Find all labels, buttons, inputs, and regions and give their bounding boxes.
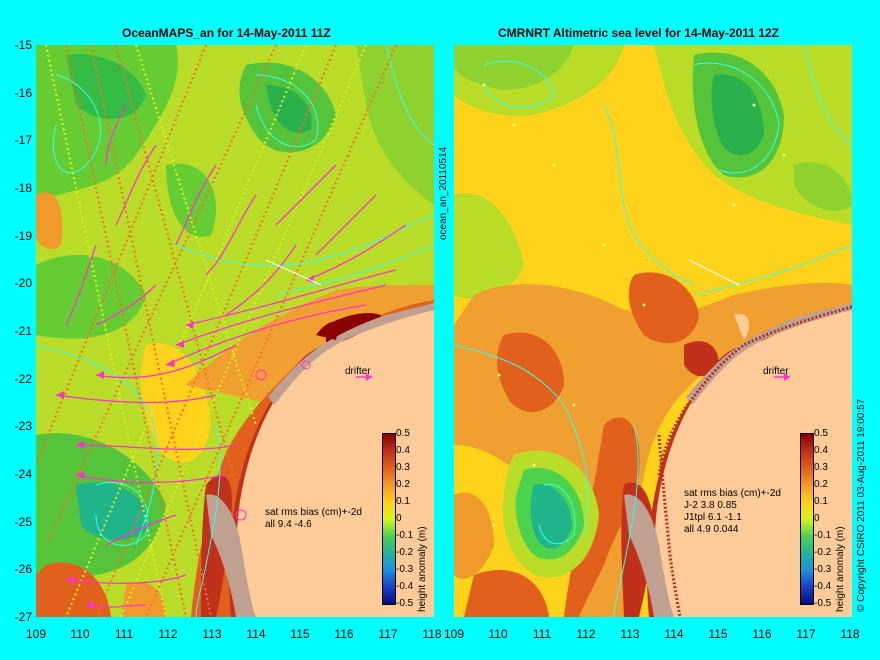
x-tick-label: 117 bbox=[378, 627, 398, 641]
left-stats-line1: sat rms bias (cm)+-2d bbox=[265, 507, 362, 518]
y-tick-label: -23 bbox=[14, 419, 32, 433]
x-tick-label: 113 bbox=[202, 627, 222, 641]
colorbar-tick: 0.5 bbox=[396, 428, 410, 439]
copyright-label: © Copyright CSIRO 2011 03-Aug-2011 19:00… bbox=[856, 398, 867, 612]
x-tick-label: 109 bbox=[443, 627, 465, 641]
y-tick-label: -16 bbox=[14, 86, 32, 100]
x-tick-label: 115 bbox=[290, 627, 310, 641]
x-tick-label: 118 bbox=[840, 627, 860, 641]
colorbar-tick: 0.4 bbox=[396, 445, 410, 456]
colorbar-tick: 0.2 bbox=[814, 479, 828, 490]
right-stats-line3: J1tpl 6.1 -1.1 bbox=[684, 512, 742, 523]
colorbar-tick: 0.1 bbox=[814, 496, 828, 507]
colorbar-tick: 0.2 bbox=[396, 479, 410, 490]
colorbar-tick: -0.2 bbox=[396, 547, 414, 558]
x-tick-label: 110 bbox=[488, 627, 508, 641]
x-tick-label: 116 bbox=[752, 627, 772, 641]
x-tick-label: 109 bbox=[25, 627, 47, 641]
right-panel-title: CMRNRT Altimetric sea level for 14-May-2… bbox=[498, 26, 779, 40]
y-tick-label: -21 bbox=[14, 324, 32, 338]
y-tick-label: -27 bbox=[14, 610, 32, 624]
x-tick-label: 112 bbox=[576, 627, 596, 641]
right-stats-line1: sat rms bias (cm)+-2d bbox=[684, 488, 781, 499]
colorbar-tick: 0 bbox=[814, 513, 820, 524]
colorbar-tick: 0.1 bbox=[396, 496, 410, 507]
y-tick-label: -18 bbox=[14, 181, 32, 195]
x-tick-label: 117 bbox=[796, 627, 816, 641]
right-map-svg bbox=[454, 45, 852, 617]
y-tick-label: -20 bbox=[14, 276, 32, 290]
colorbar-tick: 0.3 bbox=[814, 462, 828, 473]
left-map-svg bbox=[36, 45, 434, 617]
x-tick-label: 112 bbox=[158, 627, 178, 641]
colorbar-tick: -0.3 bbox=[396, 564, 414, 575]
y-tick-label: -24 bbox=[14, 467, 32, 481]
x-tick-label: 115 bbox=[708, 627, 728, 641]
y-tick-label: -22 bbox=[14, 372, 32, 386]
left-colorbar-label: height anomaly (m) bbox=[417, 526, 428, 612]
left-map-panel bbox=[36, 45, 434, 617]
colorbar-tick: 0.4 bbox=[814, 445, 828, 456]
y-tick-label: -26 bbox=[14, 562, 32, 576]
colorbar-tick: -0.5 bbox=[814, 598, 832, 609]
colorbar-tick: -0.5 bbox=[396, 598, 414, 609]
x-tick-label: 110 bbox=[70, 627, 90, 641]
left-colorbar bbox=[382, 433, 396, 605]
y-tick-label: -15 bbox=[14, 38, 32, 52]
colorbar-tick: -0.3 bbox=[814, 564, 832, 575]
colorbar-tick: -0.4 bbox=[814, 581, 832, 592]
x-tick-label: 114 bbox=[664, 627, 684, 641]
y-tick-label: -19 bbox=[14, 229, 32, 243]
left-drifter-label: drifter bbox=[345, 366, 371, 377]
colorbar-tick: -0.1 bbox=[396, 530, 414, 541]
right-colorbar bbox=[800, 433, 814, 605]
x-tick-label: 111 bbox=[532, 627, 552, 641]
colorbar-tick: 0 bbox=[396, 513, 402, 524]
colorbar-tick: -0.2 bbox=[814, 547, 832, 558]
y-tick-label: -17 bbox=[14, 133, 32, 147]
x-tick-label: 113 bbox=[620, 627, 640, 641]
x-tick-label: 116 bbox=[334, 627, 354, 641]
x-tick-label: 111 bbox=[114, 627, 134, 641]
right-stats-line4: all 4.9 0.044 bbox=[684, 524, 739, 535]
right-map-panel bbox=[454, 45, 852, 617]
right-drifter-label: drifter bbox=[763, 366, 789, 377]
left-stats-line2: all 9.4 -4.6 bbox=[265, 519, 312, 530]
colorbar-tick: -0.1 bbox=[814, 530, 832, 541]
colorbar-tick: -0.4 bbox=[396, 581, 414, 592]
y-tick-label: -25 bbox=[14, 515, 32, 529]
right-stats-line2: J-2 3.8 0.85 bbox=[684, 500, 737, 511]
x-tick-label: 118 bbox=[422, 627, 442, 641]
product-id-label: ocean_an_20110514 bbox=[438, 146, 449, 240]
x-tick-label: 114 bbox=[246, 627, 266, 641]
colorbar-tick: 0.3 bbox=[396, 462, 410, 473]
left-panel-title: OceanMAPS_an for 14-May-2011 11Z bbox=[122, 26, 331, 40]
colorbar-tick: 0.5 bbox=[814, 428, 828, 439]
right-colorbar-label: height anomaly (m) bbox=[835, 526, 846, 612]
